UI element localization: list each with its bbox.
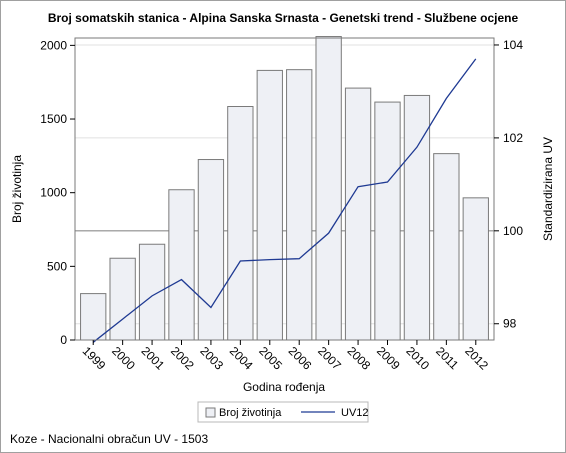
y-tick-label: 500 bbox=[47, 259, 67, 273]
bar-2004 bbox=[227, 106, 254, 341]
y-tick-label: 0 bbox=[60, 333, 67, 347]
legend: Broj životinja UV12 bbox=[197, 401, 369, 423]
bar-2000 bbox=[109, 257, 136, 341]
bar-2005 bbox=[256, 69, 283, 341]
bar-2010 bbox=[403, 94, 431, 341]
y2-tick-label: 104 bbox=[503, 38, 523, 52]
legend-bar-swatch bbox=[205, 407, 216, 418]
y2-axis-label: Standardizirana UV bbox=[541, 137, 555, 241]
y-axis-label: Broj životinja bbox=[10, 155, 24, 223]
bar-2011 bbox=[433, 153, 460, 341]
x-tick-label: 2002 bbox=[168, 344, 197, 373]
x-axis-label: Godina rođenja bbox=[243, 380, 325, 394]
uv12-line bbox=[92, 58, 477, 343]
x-tick-label: 2008 bbox=[345, 344, 374, 373]
bars bbox=[80, 36, 489, 341]
legend-bar-label: Broj životinja bbox=[219, 407, 282, 419]
plot-area bbox=[74, 37, 495, 341]
bar-1999 bbox=[80, 293, 107, 341]
x-tick-label: 2001 bbox=[139, 344, 168, 373]
bar-2001 bbox=[138, 243, 166, 341]
x-tick-label: 2009 bbox=[374, 344, 403, 373]
bar-2008 bbox=[344, 87, 372, 341]
y2-tick-label: 98 bbox=[503, 317, 517, 331]
y2-tick-label: 102 bbox=[503, 131, 523, 145]
x-tick-label: 1999 bbox=[80, 344, 109, 373]
x-tick-label: 2011 bbox=[433, 344, 461, 372]
gridlines bbox=[75, 44, 494, 325]
x-tick-label: 2006 bbox=[286, 344, 315, 373]
y2-tick-label: 100 bbox=[503, 224, 523, 238]
x-tick-label: 2003 bbox=[197, 344, 226, 373]
x-tick-label: 2007 bbox=[315, 344, 344, 373]
y-tick-label: 2000 bbox=[40, 38, 67, 52]
legend-line-label: UV12 bbox=[341, 407, 369, 419]
bar-2006 bbox=[286, 69, 313, 341]
x-tick-label: 2005 bbox=[256, 344, 285, 373]
bar-2003 bbox=[197, 159, 225, 341]
chart-title: Broj somatskih stanica - Alpina Sanska S… bbox=[48, 11, 519, 25]
x-tick-label: 2000 bbox=[109, 344, 138, 373]
y-tick-label: 1000 bbox=[40, 186, 67, 200]
uv-line-layer bbox=[92, 58, 477, 343]
bar-2007 bbox=[315, 36, 342, 341]
bar-2009 bbox=[374, 101, 401, 341]
x-tick-label: 2010 bbox=[403, 344, 432, 373]
footnote: Koze - Nacionalni obračun UV - 1503 bbox=[10, 432, 208, 446]
x-tick-label: 2012 bbox=[462, 344, 491, 373]
bar-2002 bbox=[168, 189, 195, 341]
y-tick-label: 1500 bbox=[40, 112, 67, 126]
legend-box bbox=[197, 401, 369, 423]
bar-2012 bbox=[462, 197, 489, 341]
x-tick-label: 2004 bbox=[227, 344, 256, 373]
